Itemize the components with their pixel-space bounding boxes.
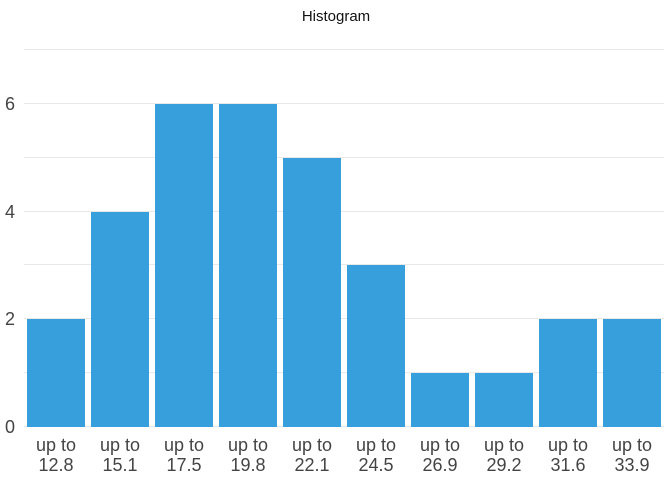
bar-column: up to 31.6 (536, 50, 600, 475)
gridline (24, 372, 664, 374)
bar-column: up to 12.8 (24, 50, 88, 475)
bar-column: up to 26.9 (408, 50, 472, 475)
y-axis-tick-label: 6 (4, 93, 15, 114)
x-axis-category-label: up to 22.1 (291, 435, 333, 475)
x-axis-category-label: up to 31.6 (547, 435, 589, 475)
chart-title: Histogram (301, 8, 371, 25)
bar-column: up to 22.1 (280, 50, 344, 475)
histogram-bar[interactable] (410, 373, 470, 427)
x-axis-category-label: up to 17.5 (163, 435, 205, 475)
gridline (24, 156, 664, 158)
gridline (24, 49, 664, 50)
plot-area: up to 12.8 up to 15.1 up to 17.5 up to 19.8… (5, 49, 664, 475)
gridline (24, 102, 664, 104)
histogram-bar[interactable] (474, 373, 534, 427)
histogram-bar[interactable] (602, 319, 662, 427)
x-axis-category-label: up to 33.9 (611, 435, 653, 475)
histogram-bar[interactable] (346, 265, 406, 427)
histogram-bar[interactable] (538, 319, 598, 427)
x-axis-category-label: up to 24.5 (355, 435, 397, 475)
bar-column: up to 15.1 (88, 50, 152, 475)
bar-column: up to 29.2 (472, 50, 536, 475)
histogram-bar[interactable] (26, 319, 86, 427)
y-axis-tick-label: 2 (4, 309, 15, 330)
x-axis-category-label: up to 15.1 (99, 435, 141, 475)
x-axis-category-label: up to 26.9 (419, 435, 461, 475)
x-axis-category-label: up to 29.2 (483, 435, 525, 475)
histogram-bar[interactable] (154, 103, 214, 427)
gridline (24, 264, 664, 266)
bar-columns: up to 12.8 up to 15.1 up to 17.5 up to 19.8… (24, 50, 664, 475)
bar-column: up to 17.5 (152, 50, 216, 475)
gridline (24, 426, 664, 427)
gridline (24, 318, 664, 320)
x-axis-category-label: up to 12.8 (35, 435, 77, 475)
bar-column: up to 24.5 (344, 50, 408, 475)
bar-column: up to 19.8 (216, 50, 280, 475)
histogram-bar[interactable] (282, 157, 342, 427)
y-axis-tick-label: 4 (4, 201, 15, 222)
histogram-bar[interactable] (90, 211, 150, 427)
histogram-bar[interactable] (218, 103, 278, 427)
bar-column: up to 33.9 (600, 50, 664, 475)
gridline (24, 210, 664, 212)
y-axis-tick-label: 0 (4, 417, 15, 437)
x-axis-category-label: up to 19.8 (227, 435, 269, 475)
